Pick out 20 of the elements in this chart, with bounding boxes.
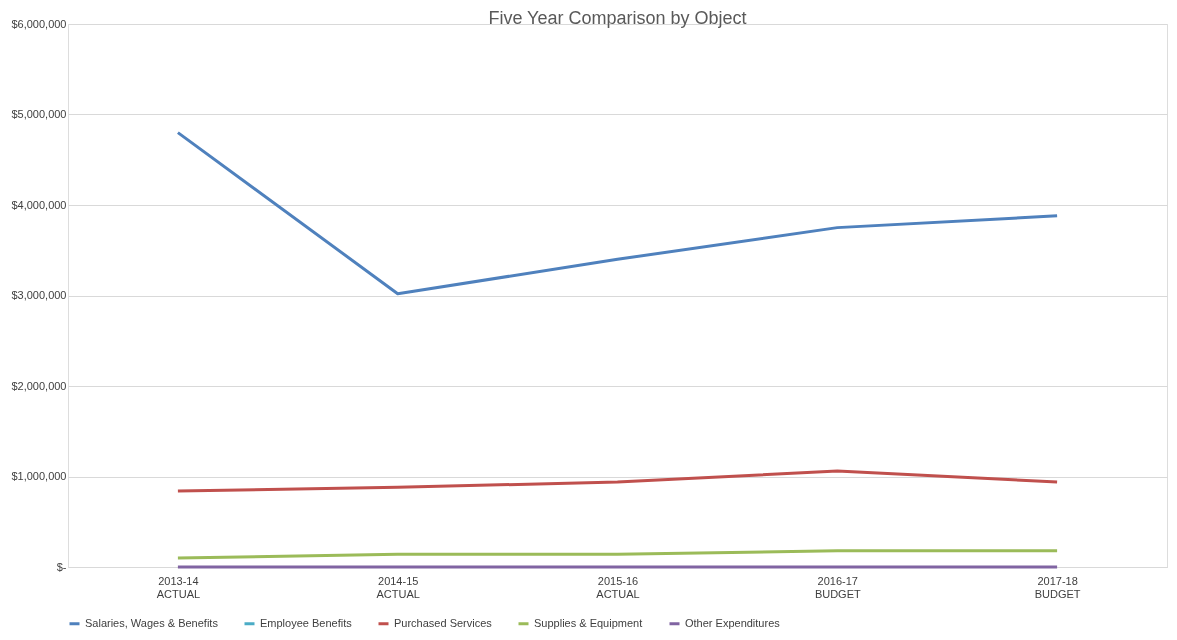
x-tick-label: 2015-16 ACTUAL <box>596 574 640 600</box>
y-tick-label: $6,000,000 <box>11 17 67 30</box>
line-series <box>176 131 1059 296</box>
legend-label: Purchased Services <box>394 616 493 629</box>
x-tick-label: 2016-17 BUDGET <box>814 574 861 600</box>
x-tick-label: 2014-15 ACTUAL <box>376 574 420 600</box>
y-tick-label: $- <box>56 560 67 573</box>
legend-label: Other Expenditures <box>685 616 781 629</box>
x-tick-label: 2017-18 BUDGET <box>1034 574 1081 600</box>
chart-title: Five Year Comparison by Object <box>488 8 747 28</box>
y-tick-label: $1,000,000 <box>11 470 67 482</box>
y-tick-label: $4,000,000 <box>11 198 67 211</box>
legend-label: Employee Benefits <box>260 616 353 629</box>
x-tick-label: 2013-14 ACTUAL <box>156 574 201 600</box>
y-tick-label: $2,000,000 <box>11 379 67 392</box>
legend-label: Salaries, Wages & Benefits <box>85 616 219 629</box>
legend-label: Supplies & Equipment <box>534 616 643 629</box>
line-series <box>176 469 1059 493</box>
y-tick-label: $3,000,000 <box>11 289 67 301</box>
y-tick-label: $5,000,000 <box>11 108 67 120</box>
